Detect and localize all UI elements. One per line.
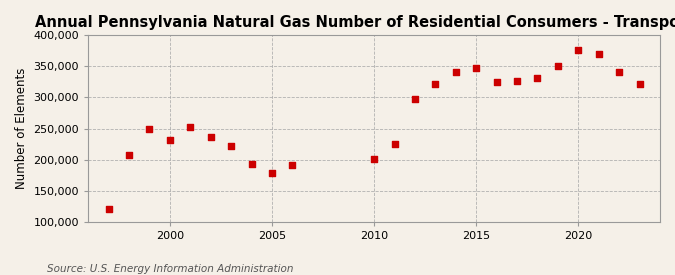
Title: Annual Pennsylvania Natural Gas Number of Residential Consumers - Transported: Annual Pennsylvania Natural Gas Number o… bbox=[34, 15, 675, 30]
Text: Source: U.S. Energy Information Administration: Source: U.S. Energy Information Administ… bbox=[47, 264, 294, 274]
Point bbox=[634, 82, 645, 87]
Point bbox=[185, 125, 196, 129]
Point bbox=[103, 207, 114, 211]
Point bbox=[430, 82, 441, 87]
Y-axis label: Number of Elements: Number of Elements bbox=[15, 68, 28, 189]
Point bbox=[532, 75, 543, 80]
Point bbox=[573, 48, 584, 53]
Point bbox=[491, 80, 502, 84]
Point bbox=[165, 138, 176, 142]
Point bbox=[389, 142, 400, 146]
Point bbox=[369, 157, 379, 161]
Point bbox=[593, 52, 604, 56]
Point bbox=[246, 162, 257, 166]
Point bbox=[410, 97, 421, 101]
Point bbox=[287, 163, 298, 167]
Point bbox=[144, 127, 155, 131]
Point bbox=[124, 153, 134, 158]
Point bbox=[614, 70, 624, 74]
Point bbox=[470, 65, 481, 70]
Point bbox=[205, 134, 216, 139]
Point bbox=[267, 171, 277, 175]
Point bbox=[225, 144, 236, 148]
Point bbox=[450, 70, 461, 74]
Point bbox=[512, 79, 522, 84]
Point bbox=[553, 64, 564, 68]
